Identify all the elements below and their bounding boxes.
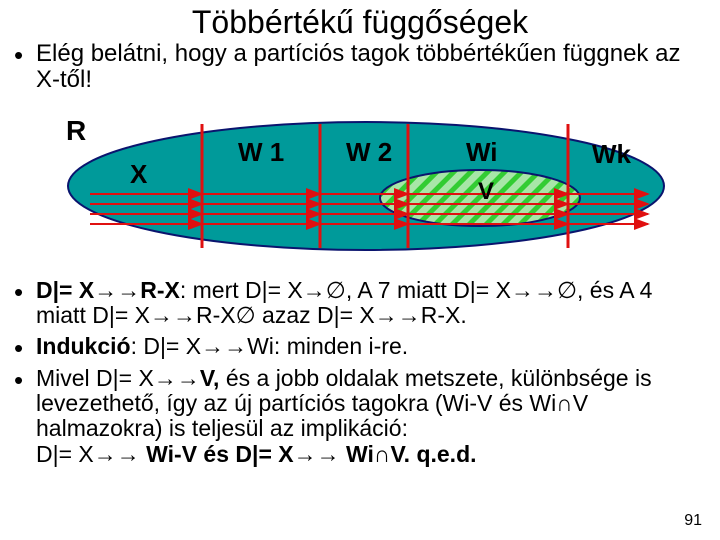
- page-number: 91: [684, 512, 702, 530]
- svg-text:W 2: W 2: [346, 137, 392, 167]
- svg-text:R: R: [66, 115, 86, 146]
- diagram: R X W 1 W 2 Wi Wk V: [30, 100, 690, 270]
- body-bullet-3: Mivel D|= X→→V, és a jobb oldalak metsze…: [36, 366, 698, 467]
- svg-text:X: X: [130, 159, 148, 189]
- intro-bullet: Elég belátni, hogy a partíciós tagok töb…: [36, 41, 698, 94]
- svg-text:Wi: Wi: [466, 137, 498, 167]
- page-title: Többértékű függőségek: [0, 0, 720, 41]
- body-bullet-1: D|= X→→R-X: mert D|= X→∅, A 7 miatt D|= …: [36, 278, 698, 329]
- svg-text:V: V: [478, 178, 494, 205]
- body-bullet-2: Indukció: D|= X→→Wi: minden i-re.: [36, 334, 698, 359]
- svg-text:Wk: Wk: [592, 139, 632, 169]
- svg-text:W 1: W 1: [238, 137, 284, 167]
